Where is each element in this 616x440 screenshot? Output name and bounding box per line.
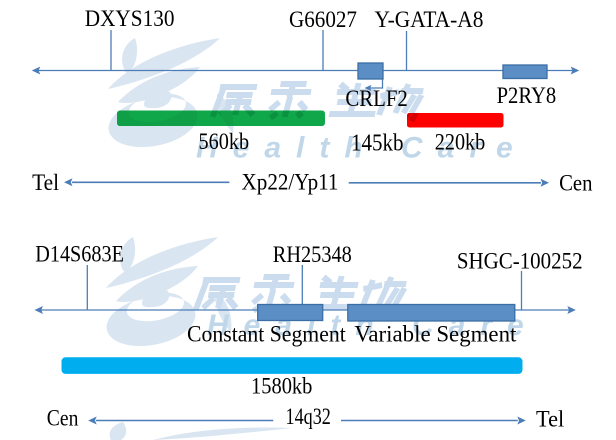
svg-text:Health Care: Health Care — [196, 132, 528, 165]
svg-text:560kb: 560kb — [199, 129, 250, 154]
svg-text:Cen: Cen — [47, 405, 79, 430]
svg-text:G66027: G66027 — [289, 7, 357, 32]
svg-text:Tel: Tel — [536, 407, 564, 432]
svg-text:P2RY8: P2RY8 — [497, 83, 557, 108]
svg-text:D14S683E: D14S683E — [35, 241, 124, 266]
svg-text:DXYS130: DXYS130 — [85, 6, 175, 31]
svg-text:Xp22/Yp11: Xp22/Yp11 — [242, 170, 339, 195]
svg-text:Tel: Tel — [32, 170, 59, 195]
svg-text:220kb: 220kb — [435, 129, 486, 154]
svg-text:Variable Segment: Variable Segment — [354, 321, 517, 346]
svg-text:Cen: Cen — [559, 171, 593, 196]
svg-text:Constant Segment: Constant Segment — [187, 321, 346, 346]
svg-text:145kb: 145kb — [351, 130, 404, 156]
svg-text:SHGC-100252: SHGC-100252 — [457, 248, 583, 273]
svg-text:1580kb: 1580kb — [251, 374, 312, 399]
svg-text:Y-GATA-A8: Y-GATA-A8 — [375, 7, 484, 32]
svg-text:RH25348: RH25348 — [273, 242, 352, 267]
svg-text:CRLF2: CRLF2 — [345, 86, 408, 111]
svg-text:14q32: 14q32 — [286, 404, 331, 429]
